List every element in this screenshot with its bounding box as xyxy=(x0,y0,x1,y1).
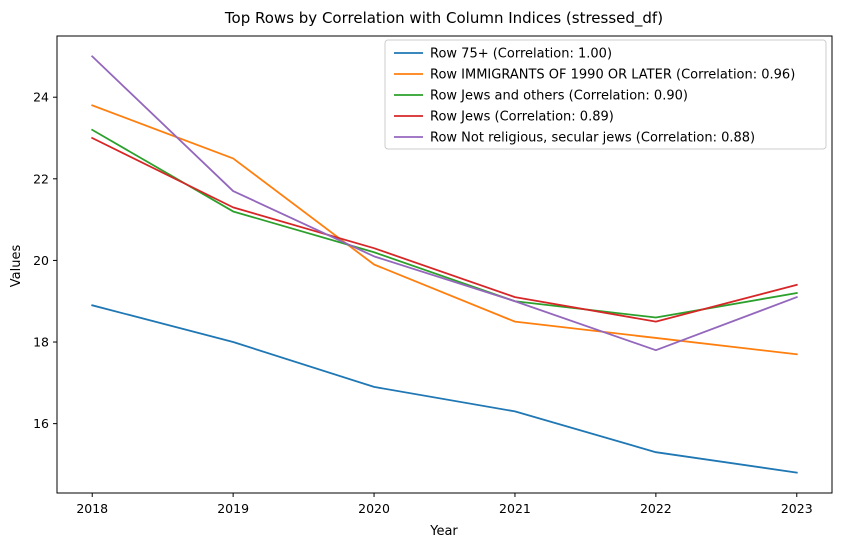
legend-box xyxy=(384,39,827,150)
plot-frame xyxy=(56,35,833,494)
y-tick-label-16: 16 xyxy=(33,416,49,431)
y-tick-label-24: 24 xyxy=(33,90,49,105)
x-tick-label-2018: 2018 xyxy=(76,501,108,516)
legend-label-4: Row Jews (Correlation: 0.89) xyxy=(430,110,614,125)
y-tick-label-22: 22 xyxy=(33,171,49,186)
y-tick-label-20: 20 xyxy=(33,253,49,268)
x-axis-label: Year xyxy=(429,524,458,539)
x-tick-label-2020: 2020 xyxy=(358,501,390,516)
legend-label-2: Row IMMIGRANTS OF 1990 OR LATER (Correla… xyxy=(430,68,795,83)
x-tick-label-2023: 2023 xyxy=(781,501,813,516)
chart-title: Top Rows by Correlation with Column Indi… xyxy=(224,9,663,28)
legend-label-3: Row Jews and others (Correlation: 0.90) xyxy=(430,89,688,104)
series-line-3 xyxy=(91,128,798,319)
legend-label-1: Row 75+ (Correlation: 1.00) xyxy=(430,47,612,62)
y-axis-label: Values xyxy=(9,245,24,288)
chart-legend: Row 75+ (Correlation: 1.00) Row IMMIGRANT… xyxy=(384,39,827,150)
x-tick-label-2019: 2019 xyxy=(217,501,249,516)
x-tick-label-2021: 2021 xyxy=(499,501,531,516)
series-line-1 xyxy=(91,304,798,474)
y-tick-label-18: 18 xyxy=(33,335,49,350)
series-line-5 xyxy=(90,55,798,352)
legend-label-5: Row Not religious, secular jews (Correla… xyxy=(430,131,755,146)
series-line-4 xyxy=(91,136,798,323)
x-tick-label-2022: 2022 xyxy=(640,501,672,516)
